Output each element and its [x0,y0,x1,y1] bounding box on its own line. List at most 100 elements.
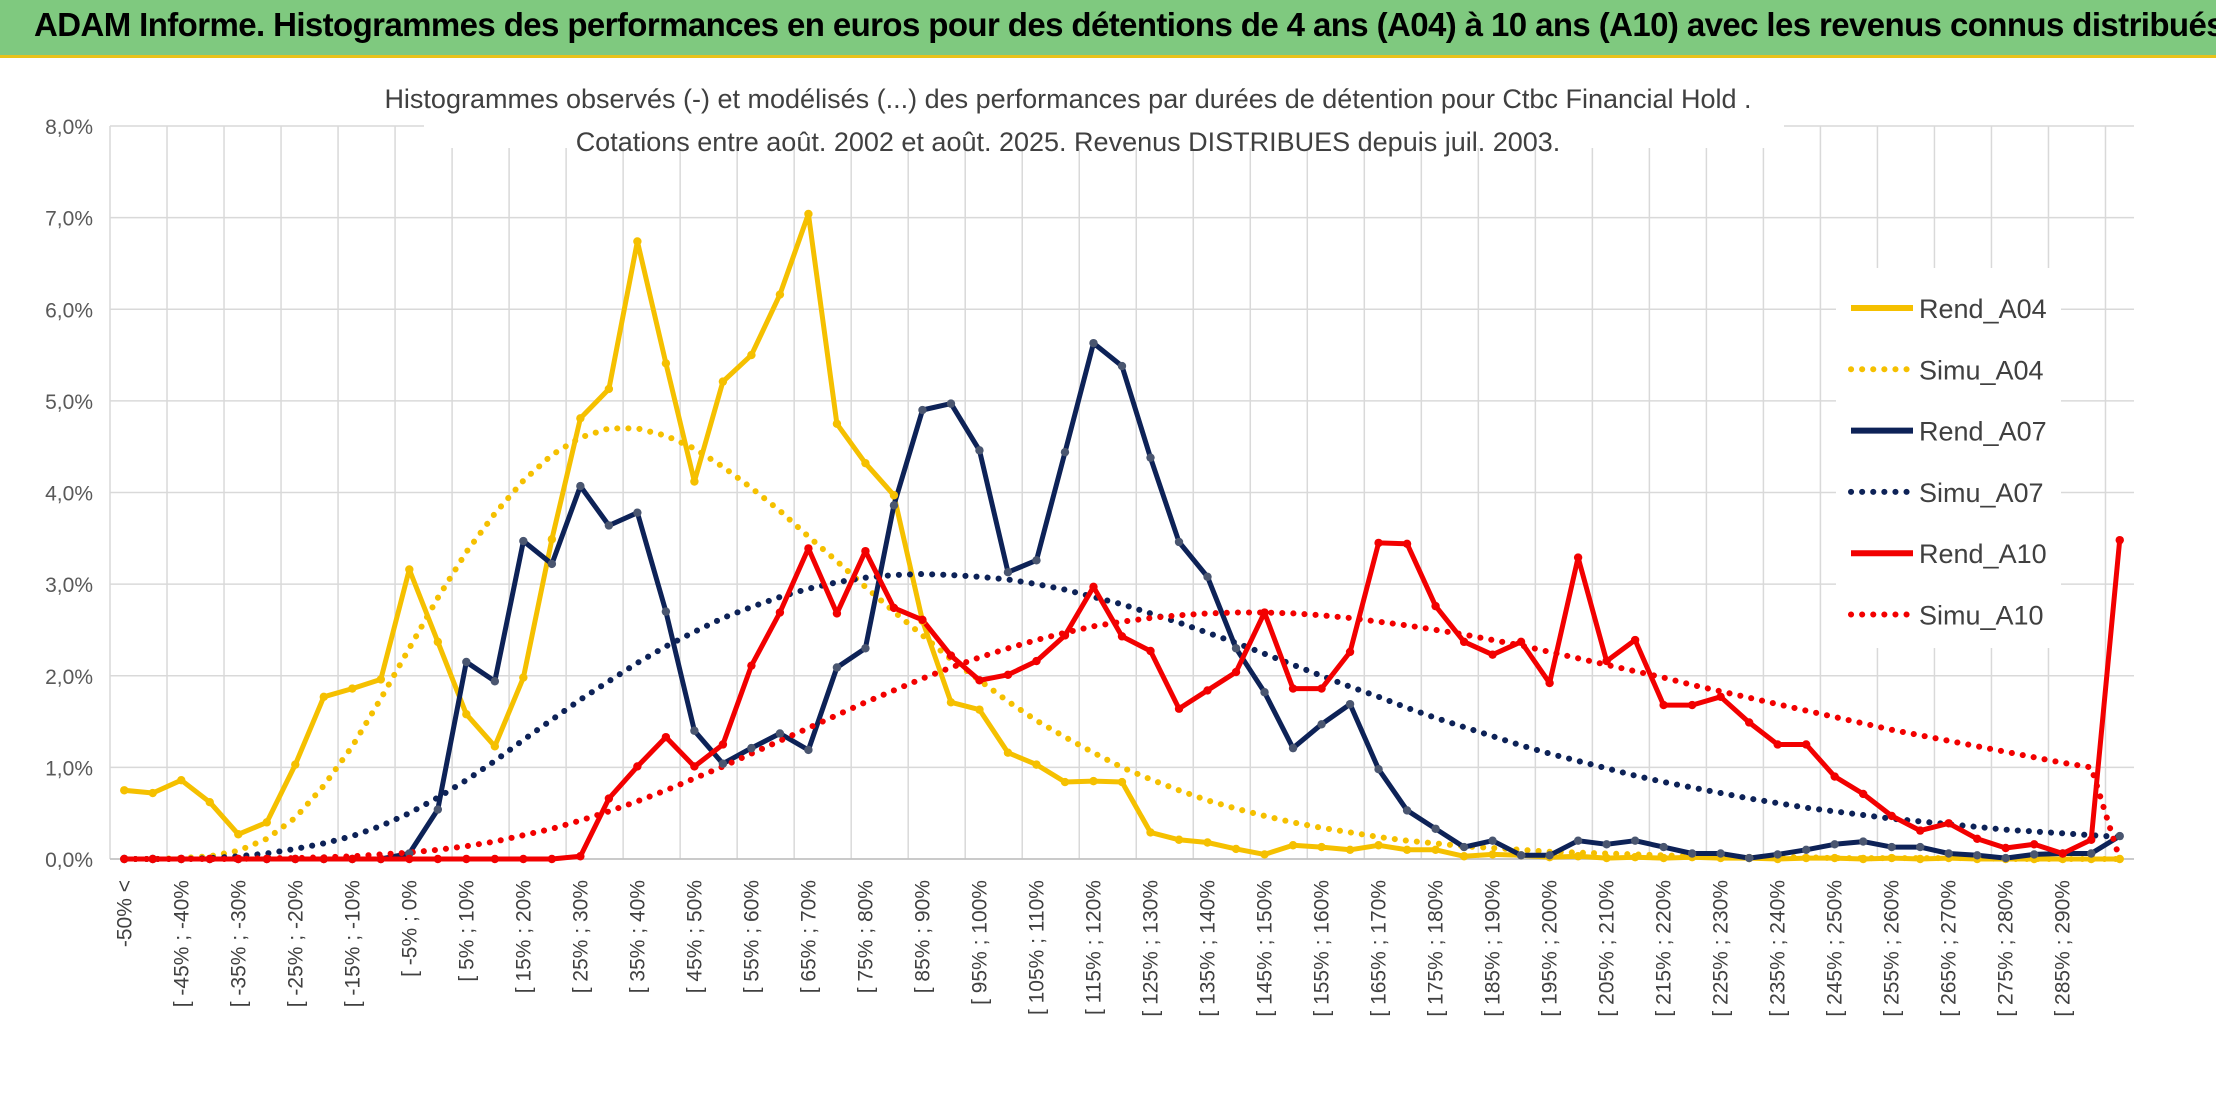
rend-a10-point [1203,686,1212,695]
rend-a10-point [1402,539,1412,549]
rend-a10-point [832,609,842,618]
rend-a07-point [804,745,813,755]
rend-a04-point [547,535,557,544]
rend-a10-point [747,661,756,670]
x-tick-label: [ 205% ; 210% [1596,880,1619,1017]
rend-a10-point [2058,849,2067,858]
rend-a04-point [1402,845,1412,855]
rend-a10-point [177,854,186,864]
rend-a10-point [405,854,414,864]
rend-a10-point [291,854,300,864]
rend-a07-point [718,759,728,768]
rend-a07-point [433,805,443,814]
rend-a04-point [1146,828,1155,837]
rend-a04-point [433,637,443,647]
rend-a04-point [262,818,271,827]
rend-a07-point [2087,849,2096,858]
x-tick-label: [ 55% ; 60% [740,880,763,993]
simu-a10-legend-label: Simu_A10 [1919,601,2044,631]
rend-a07-point [1146,453,1155,462]
rend-a04-point [1288,841,1298,850]
rend-a07-point [1459,842,1469,852]
rend-a10-point [1260,608,1269,617]
x-tick-label: [ 265% ; 270% [1938,880,1961,1017]
rend-a04-point [148,788,157,798]
x-tick-label: [ 135% ; 140% [1197,880,1220,1017]
x-tick-label: [ 105% ; 110% [1025,880,1048,1015]
chart-title: Histogrammes observés (-) et modélisés (… [384,84,1751,114]
rend-a07-point [1973,851,1982,860]
x-tick-label: [ 45% ; 50% [683,880,706,993]
x-tick-label: [ 255% ; 260% [1881,880,1904,1017]
rend-a04-point [1174,835,1184,844]
x-tick-label: [ -5% ; 0% [398,880,421,977]
rend-a04-point [1459,852,1469,861]
rend-a07-point [918,405,927,415]
x-tick-label: [ -15% ; -10% [341,880,364,1007]
rend-a10-point [918,615,927,625]
rend-a04-point [1060,777,1070,787]
rend-a07-point [946,399,956,408]
rend-a07-point [1801,845,1811,855]
rend-a07-point [1858,837,1868,846]
rend-a10-point [433,854,443,864]
rend-a10-point [205,854,214,864]
rend-a04-point [1345,845,1355,855]
rend-a07-point [1830,840,1839,849]
rend-a07-point [661,607,671,616]
rend-a10-point [1060,631,1070,640]
rend-a10-point [1231,667,1241,677]
rend-a04-legend-label: Rend_A04 [1919,294,2047,324]
rend-a07-point [1944,849,1953,858]
rend-a04-point [1317,842,1326,852]
rend-a07-point [1260,688,1269,697]
rend-a04-point [1659,853,1668,863]
rend-a10-point [1374,538,1383,548]
rend-a07-point [1203,572,1212,581]
rend-a10-point [1687,700,1697,710]
rend-a10-point [547,854,557,864]
x-tick-label: [ 155% ; 160% [1311,880,1334,1017]
rend-a07-point [832,663,842,672]
rend-a10-point [1459,637,1469,647]
rend-a10-point [1488,650,1497,659]
rend-a04-point [1830,853,1839,863]
rend-a10-point [1032,656,1041,666]
rend-a10-point [262,854,271,864]
y-tick-label: 2,0% [45,666,93,689]
rend-a07-point [1687,849,1697,858]
rend-a07-point [1630,836,1640,845]
rend-a10-point [348,854,357,864]
rend-a10-point [1830,772,1839,781]
rend-a04-point [2115,854,2124,864]
rend-a07-point [2030,850,2039,859]
rend-a10-point [519,854,528,864]
page-title: ADAM Informe. Histogrammes des performan… [34,6,2216,43]
x-tick-label: [ 245% ; 250% [1824,880,1847,1017]
x-axis-ticks: -50% < [ -45% ; -40% [ -35% ; -30% [ -25% ;… [113,880,2074,1017]
data-series [120,209,2124,864]
rend-a04-point [376,675,386,684]
simu-a04-legend-label: Simu_A04 [1919,355,2044,385]
rend-a07-point [2001,853,2010,863]
rend-a04-point [889,491,899,500]
rend-a10-point [1288,684,1298,693]
rend-a10-point [889,603,899,613]
x-tick-label: [ 225% ; 230% [1710,880,1733,1017]
chart-title-block: Histogrammes observés (-) et modélisés (… [384,62,1784,157]
rend-a04-point [861,458,870,468]
rend-a10-point [1716,692,1725,702]
x-tick-label: [ -35% ; -30% [227,880,250,1007]
rend-a07-point [1288,743,1298,753]
rend-a04-point [1374,841,1383,850]
rend-a07-point [490,677,500,686]
rend-a04-point [319,692,329,702]
rend-a04-point [718,377,728,386]
rend-a07-point [1374,765,1383,774]
rend-a07-point [1887,842,1896,852]
rend-a10-point [2030,840,2039,849]
rend-a10-point [2115,535,2124,545]
x-tick-label: [ 35% ; 40% [626,880,649,993]
y-tick-label: 7,0% [45,208,93,231]
rend-a10-point [633,762,642,771]
